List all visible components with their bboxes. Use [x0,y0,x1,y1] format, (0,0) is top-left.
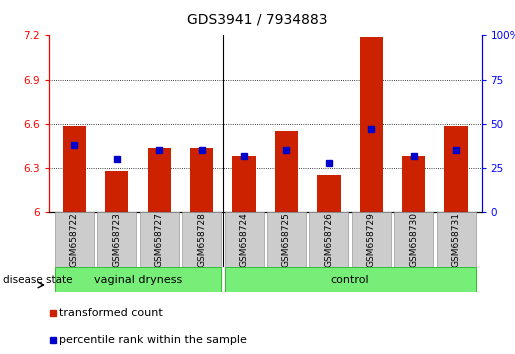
FancyBboxPatch shape [182,212,221,267]
FancyBboxPatch shape [437,212,475,267]
FancyBboxPatch shape [310,212,348,267]
Bar [105,171,128,212]
Text: transformed count: transformed count [59,308,163,318]
Bar [317,175,340,212]
Text: disease state: disease state [3,275,72,285]
Text: GSM658725: GSM658725 [282,212,291,267]
Text: GSM658728: GSM658728 [197,212,206,267]
FancyBboxPatch shape [55,267,221,292]
FancyBboxPatch shape [352,212,391,267]
Text: control: control [331,275,369,285]
Text: GDS3941 / 7934883: GDS3941 / 7934883 [187,12,328,27]
Text: GSM658731: GSM658731 [452,212,460,267]
Text: vaginal dryness: vaginal dryness [94,275,182,285]
Bar [402,156,425,212]
Text: GSM658727: GSM658727 [154,212,164,267]
FancyBboxPatch shape [55,212,94,267]
FancyBboxPatch shape [97,212,136,267]
Text: GSM658729: GSM658729 [367,212,376,267]
Bar [444,126,468,212]
Bar [359,37,383,212]
FancyBboxPatch shape [394,212,433,267]
FancyBboxPatch shape [225,212,264,267]
Bar [190,148,213,212]
Text: GSM658730: GSM658730 [409,212,418,267]
FancyBboxPatch shape [225,267,475,292]
Text: GSM658724: GSM658724 [239,212,249,267]
Text: GSM658726: GSM658726 [324,212,333,267]
Bar [232,156,255,212]
Bar [147,148,171,212]
Text: GSM658722: GSM658722 [70,212,79,267]
Text: GSM658723: GSM658723 [112,212,122,267]
Text: percentile rank within the sample: percentile rank within the sample [59,335,247,345]
Bar [63,126,86,212]
Bar [275,131,298,212]
FancyBboxPatch shape [140,212,179,267]
FancyBboxPatch shape [267,212,306,267]
